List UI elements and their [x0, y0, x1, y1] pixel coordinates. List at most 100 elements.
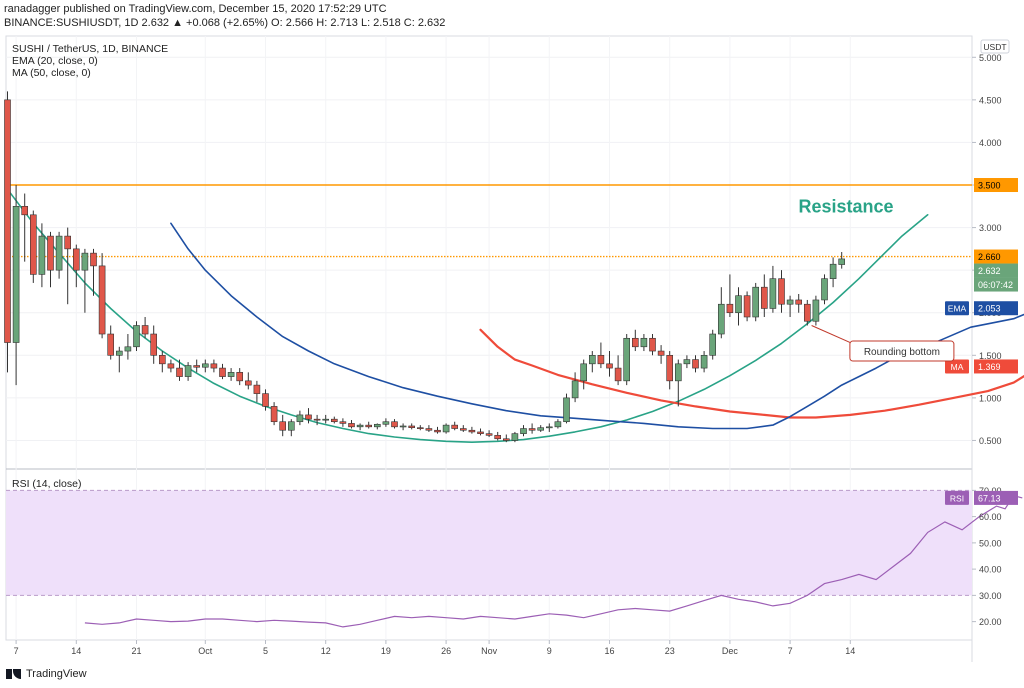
candle	[571, 372, 579, 403]
legend: SUSHI / TetherUS, 1D, BINANCE EMA (20, c…	[12, 43, 168, 490]
candle	[829, 257, 837, 288]
candle	[4, 91, 11, 373]
candle-body	[90, 252, 97, 267]
time-tick-label: 7	[14, 646, 19, 656]
candle-body	[588, 355, 596, 365]
candle-body	[442, 424, 450, 433]
symbol-ohlc-line: BINANCE:SUSHIUSDT, 1D 2.632 ▲ +0.068 (+2…	[4, 17, 446, 29]
candle	[12, 185, 20, 386]
candle	[821, 274, 828, 305]
candle-body	[116, 350, 123, 356]
rsi-value-tag-text: 67.13	[978, 493, 1001, 503]
ema-badge-text: EMA	[948, 304, 967, 314]
candle-body	[752, 286, 760, 318]
candle-body	[245, 380, 252, 386]
level-tag-3500-text: 3.500	[978, 181, 1001, 191]
time-tick-label: Oct	[198, 646, 213, 656]
candle	[614, 355, 622, 386]
candle-body	[210, 363, 218, 369]
candle-body	[666, 355, 674, 382]
ema-badge-bg	[945, 301, 969, 316]
candle	[649, 334, 656, 356]
last-price-tag-text: 2.632	[978, 266, 1001, 276]
candle	[838, 252, 846, 269]
candle	[752, 282, 760, 322]
candle-body	[270, 406, 278, 423]
candle	[743, 291, 751, 322]
ma-value-tag: 1.369	[974, 359, 1018, 374]
candle-body	[322, 418, 330, 421]
time-tick-label: Dec	[722, 646, 739, 656]
candle	[760, 274, 768, 317]
candle-body	[494, 435, 502, 440]
rsi-value-tag-bg	[974, 490, 1018, 505]
candle	[494, 431, 502, 441]
candle-body	[580, 363, 588, 382]
candle	[735, 287, 742, 326]
legend-ema: EMA (20, close, 0)	[12, 55, 98, 67]
candle	[236, 368, 243, 386]
candle-body	[838, 258, 846, 265]
currency-button-label[interactable]: USDT	[983, 42, 1006, 52]
candle	[468, 426, 476, 434]
candle-body	[29, 214, 37, 275]
candle	[133, 321, 140, 352]
candle	[47, 231, 54, 288]
candle-body	[287, 421, 295, 431]
legend-symbol: SUSHI / TetherUS, 1D, BINANCE	[12, 43, 168, 55]
candle-body	[202, 363, 209, 368]
candle	[348, 420, 355, 429]
candle	[399, 423, 407, 431]
candle	[778, 270, 785, 313]
time-tick-label: 16	[604, 646, 614, 656]
candle	[193, 359, 200, 373]
candle	[245, 372, 252, 390]
candle-body	[700, 355, 708, 369]
candle	[786, 295, 794, 317]
candle-body	[305, 414, 312, 420]
price-labels: 3.500 2.660 2.632 06:07:42 2.053 1.369 67.13 EM…	[945, 178, 1018, 505]
candle-body	[451, 424, 459, 429]
candle	[73, 244, 80, 288]
candle-body	[520, 428, 527, 434]
candle-body	[726, 303, 734, 314]
candle	[416, 425, 424, 431]
candle-body	[614, 367, 622, 382]
ema-value-tag-text: 2.053	[978, 304, 1001, 314]
rsi-overbought-oversold-band	[6, 490, 972, 596]
candle	[313, 414, 321, 426]
candle-body	[382, 421, 390, 425]
publisher-line: ranadagger published on TradingView.com,…	[4, 3, 387, 15]
tradingview-logo[interactable]: TradingView	[6, 668, 87, 680]
candle-body	[485, 433, 493, 436]
rsi-value-tag: 67.13	[974, 490, 1018, 505]
level-tag-2660: 2.660	[974, 249, 1018, 264]
candle-body	[167, 363, 175, 369]
candle	[606, 351, 613, 377]
candle	[434, 426, 441, 434]
candle-body	[511, 433, 519, 441]
time-tick-label: 26	[441, 646, 451, 656]
currency-button[interactable]: USDT	[980, 39, 1010, 54]
candle-body	[365, 424, 373, 428]
price-tick-label: 4.500	[979, 95, 1002, 105]
legend-ma: MA (50, close, 0)	[12, 67, 91, 79]
candle	[365, 421, 373, 429]
candle-body	[4, 99, 11, 343]
candle	[90, 248, 97, 296]
legend-rsi: RSI (14, close)	[12, 478, 81, 490]
candle-body	[571, 380, 579, 399]
candle-body	[339, 421, 347, 424]
candle	[597, 342, 605, 369]
candle-body	[459, 428, 467, 431]
candle	[124, 334, 132, 360]
candle-body	[38, 235, 46, 275]
candle	[631, 329, 639, 352]
candle-body	[769, 278, 777, 309]
rsi-tick-label: 50.00	[979, 538, 1002, 548]
candle-body	[692, 359, 699, 369]
candle	[425, 425, 433, 432]
ma-badge: MA	[945, 359, 969, 374]
rounding-curve-path	[6, 188, 929, 443]
